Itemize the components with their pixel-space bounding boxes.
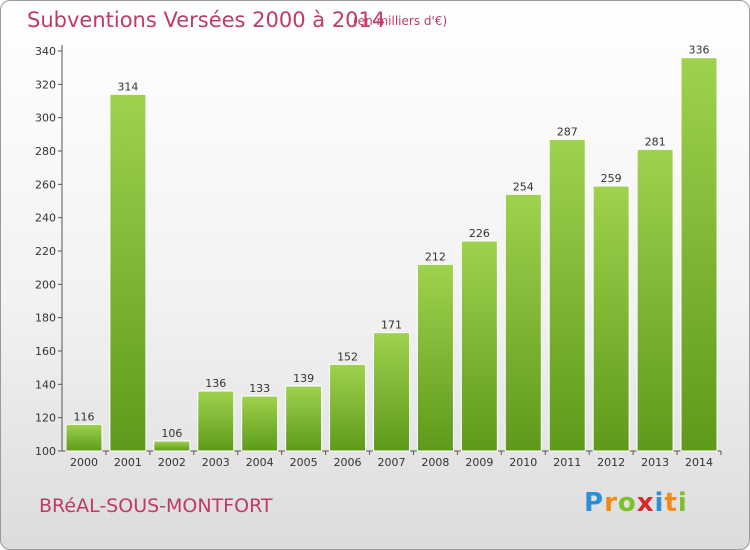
bar-2004 [241,395,279,452]
value-label-2002: 106 [161,427,182,440]
x-tick-label: 2001 [114,456,142,469]
x-tick-label: 2005 [290,456,318,469]
value-label-2008: 212 [425,250,446,263]
y-tick-label: 140 [35,378,56,391]
x-tick-label: 2007 [378,456,406,469]
y-tick-label: 240 [35,212,56,225]
y-tick-label: 200 [35,278,56,291]
bar-2001 [109,93,147,452]
bar-2003 [197,390,235,452]
x-tick-label: 2008 [421,456,449,469]
value-label-2013: 281 [645,135,666,148]
bar-2000 [65,423,103,452]
bar-2012 [592,185,630,452]
x-tick-label: 2000 [70,456,98,469]
value-label-2009: 226 [469,227,490,240]
chart-subtitle: (en milliers d'€) [353,14,448,28]
bar-2014 [680,57,718,452]
value-label-2014: 336 [689,44,710,57]
x-tick-label: 2012 [597,456,625,469]
x-tick-label: 2004 [246,456,274,469]
bar-2008 [416,263,454,452]
y-tick-label: 340 [35,45,56,58]
bar-2005 [285,385,323,452]
y-tick-label: 280 [35,145,56,158]
commune-name: BRéAL-SOUS-MONTFORT [39,495,273,517]
x-tick-label: 2011 [553,456,581,469]
x-tick-label: 2002 [158,456,186,469]
value-label-2012: 259 [601,172,622,185]
value-label-2005: 139 [293,372,314,385]
y-tick-label: 160 [35,345,56,358]
value-label-2011: 287 [557,125,578,138]
bar-2013 [636,148,674,452]
value-label-2006: 152 [337,350,358,363]
x-tick-label: 2013 [641,456,669,469]
x-tick-label: 2010 [509,456,537,469]
y-tick-label: 260 [35,178,56,191]
y-tick-label: 300 [35,112,56,125]
y-tick-label: 120 [35,412,56,425]
bar-2009 [460,240,498,452]
bars [65,57,718,452]
value-label-2001: 314 [117,80,138,93]
bar-2010 [504,193,542,452]
value-label-2003: 136 [205,377,226,390]
chart-title: Subventions Versées 2000 à 2014 [27,8,386,32]
value-label-2010: 254 [513,180,534,193]
value-label-2004: 133 [249,382,270,395]
bar-2006 [329,363,367,452]
y-tick-label: 320 [35,78,56,91]
x-tick-label: 2003 [202,456,230,469]
value-label-2000: 116 [73,410,94,423]
bar-2002 [153,440,191,452]
y-tick-label: 100 [35,445,56,458]
x-tick-label: 2014 [685,456,713,469]
axes: 100 120 140 160 180 200 220 240 260 280 300 320 340 2… [35,45,722,469]
x-tick-label: 2009 [465,456,493,469]
bar-2007 [373,332,410,452]
bar-2011 [548,138,586,452]
value-label-2007: 171 [381,319,402,332]
y-tick-label: 180 [35,312,56,325]
y-tick-label: 220 [35,245,56,258]
data-labels: 116 314 106 136 133 139 152 171 212 226 254 287 259 2… [73,44,709,440]
proxiti-logo[interactable]: Proxiti [584,488,688,518]
x-tick-label: 2006 [334,456,362,469]
